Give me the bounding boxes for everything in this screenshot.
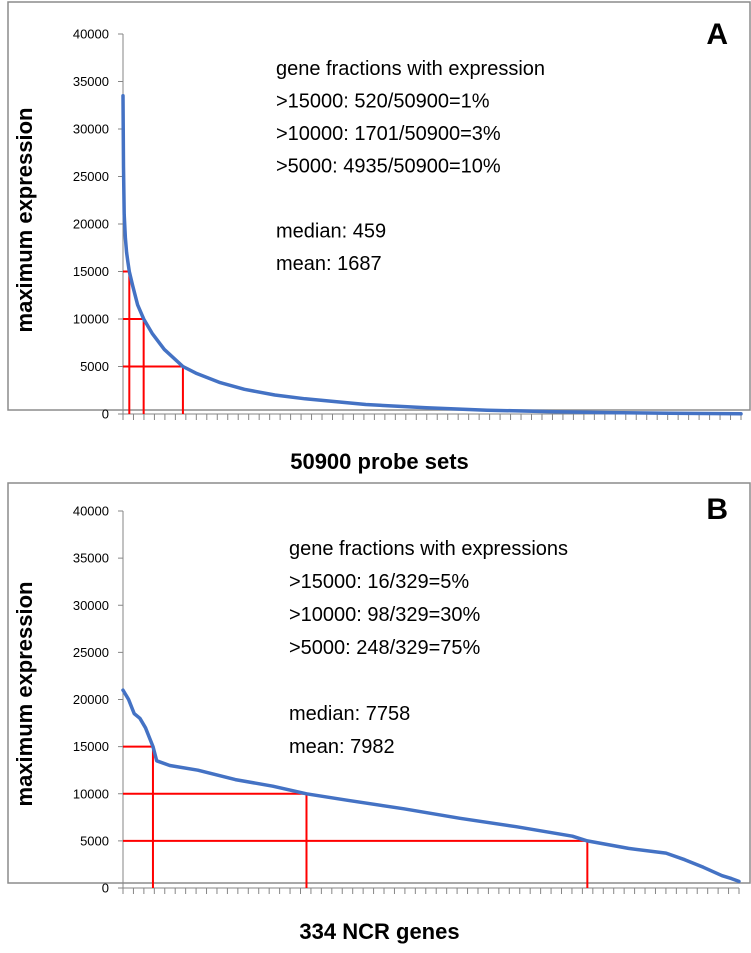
panel-a: 0 5000 10000 15000 20000 25000 30000 35000 40000… — [7, 1, 751, 474]
annotation-text: >15000: 520/50900=1% — [276, 91, 490, 113]
y-tick-label: 0 — [102, 881, 109, 896]
chart-a-svg: 0 5000 10000 15000 20000 25000 30000 35000 40000… — [7, 1, 751, 474]
x-axis-title: 50900 probe sets — [290, 449, 469, 474]
y-tick-label: 30000 — [73, 122, 109, 137]
y-tick-label: 15000 — [73, 739, 109, 754]
annotation-text: >5000: 248/329=75% — [289, 637, 481, 659]
y-axis-title: maximum expression — [12, 108, 37, 333]
y-tick-label: 35000 — [73, 551, 109, 566]
panel-letter: A — [706, 18, 728, 51]
annotation-text: gene fractions with expression — [276, 58, 545, 80]
annotation-text: mean: 7982 — [289, 736, 395, 758]
chart-b-svg: 0 5000 10000 15000 20000 25000 30000 35000 40000… — [7, 482, 751, 944]
y-tick-label: 25000 — [73, 645, 109, 660]
series-line — [121, 94, 743, 416]
annotation-text: >10000: 98/329=30% — [289, 604, 481, 626]
x-axis-title: 334 NCR genes — [299, 919, 459, 944]
panel-letter: B — [706, 493, 728, 526]
annotation-text: median: 459 — [276, 221, 386, 243]
series-line — [121, 688, 741, 884]
y-tick-label: 40000 — [73, 504, 109, 519]
annotation-text: >15000: 16/329=5% — [289, 571, 469, 593]
y-tick-label: 20000 — [73, 692, 109, 707]
y-tick-label: 20000 — [73, 217, 109, 232]
chart-frame — [7, 482, 751, 884]
y-tick-label: 25000 — [73, 169, 109, 184]
y-tick-label: 35000 — [73, 74, 109, 89]
y-tick-label: 5000 — [80, 359, 109, 374]
y-tick-label: 40000 — [73, 27, 109, 42]
y-tick-label: 0 — [102, 407, 109, 422]
annotation-text: >10000: 1701/50900=3% — [276, 123, 501, 145]
y-tick-label: 10000 — [73, 312, 109, 327]
annotation-text: >5000: 4935/50900=10% — [276, 156, 501, 178]
annotation-text: gene fractions with expressions — [289, 538, 568, 560]
annotation-text: median: 7758 — [289, 703, 410, 725]
y-tick-label: 30000 — [73, 598, 109, 613]
chart-frame — [7, 1, 751, 411]
y-tick-label: 5000 — [80, 833, 109, 848]
y-axis-title: maximum expression — [12, 582, 37, 807]
panel-b: 0 5000 10000 15000 20000 25000 30000 35000 40000… — [0, 477, 751, 953]
annotation-text: mean: 1687 — [276, 253, 382, 275]
y-tick-label: 10000 — [73, 786, 109, 801]
y-tick-label: 15000 — [73, 264, 109, 279]
